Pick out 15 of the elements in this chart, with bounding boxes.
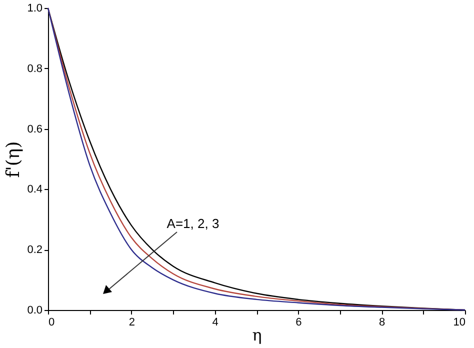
annotation: A=1, 2, 3 bbox=[166, 216, 220, 231]
y-tick-label: 0.2 bbox=[27, 244, 42, 256]
x-tick-label: 0 bbox=[48, 316, 55, 328]
y-tick-label: 0.6 bbox=[27, 123, 42, 136]
y-tick-label: 0.0 bbox=[27, 304, 42, 316]
x-tick-label: 10 bbox=[453, 316, 466, 328]
x-tick-label: 4 bbox=[212, 316, 218, 328]
x-tick-label: 6 bbox=[296, 316, 302, 328]
y-tick-label: 1.0 bbox=[27, 2, 42, 14]
x-tick-label: 2 bbox=[128, 316, 135, 328]
y-axis-title: f'(η) bbox=[3, 141, 24, 178]
y-tick-label: 0.8 bbox=[27, 62, 42, 75]
x-tick-label: 8 bbox=[379, 316, 386, 328]
x-axis-title: η bbox=[252, 326, 262, 344]
y-tick-label: 0.4 bbox=[27, 184, 42, 196]
